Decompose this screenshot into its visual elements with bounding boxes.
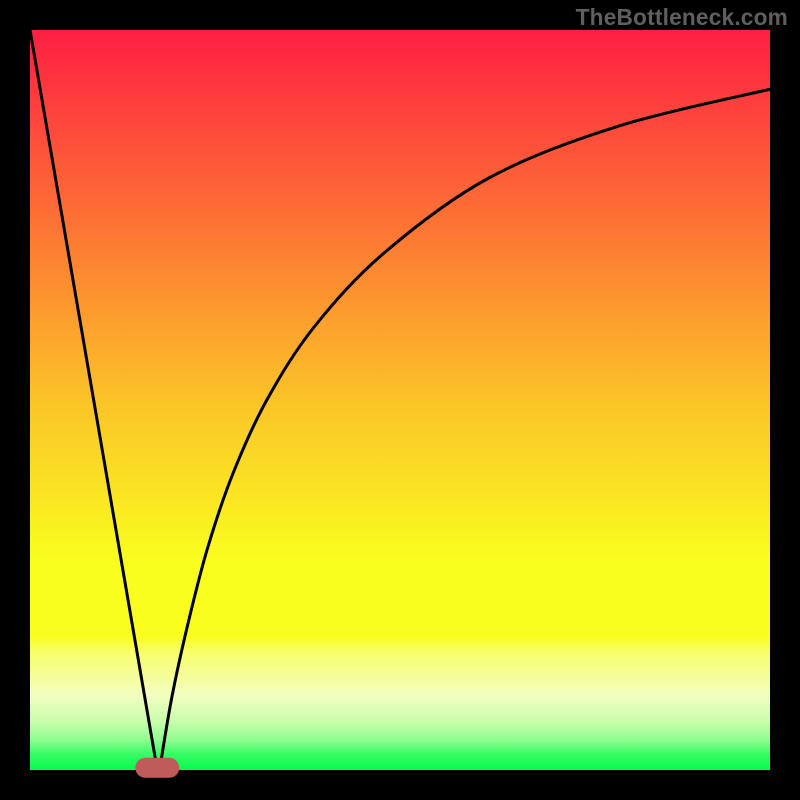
chart-background — [30, 30, 770, 770]
bottleneck-chart: TheBottleneck.com — [0, 0, 800, 800]
watermark: TheBottleneck.com — [576, 4, 788, 31]
optimal-marker — [135, 758, 179, 778]
chart-svg — [0, 0, 800, 800]
